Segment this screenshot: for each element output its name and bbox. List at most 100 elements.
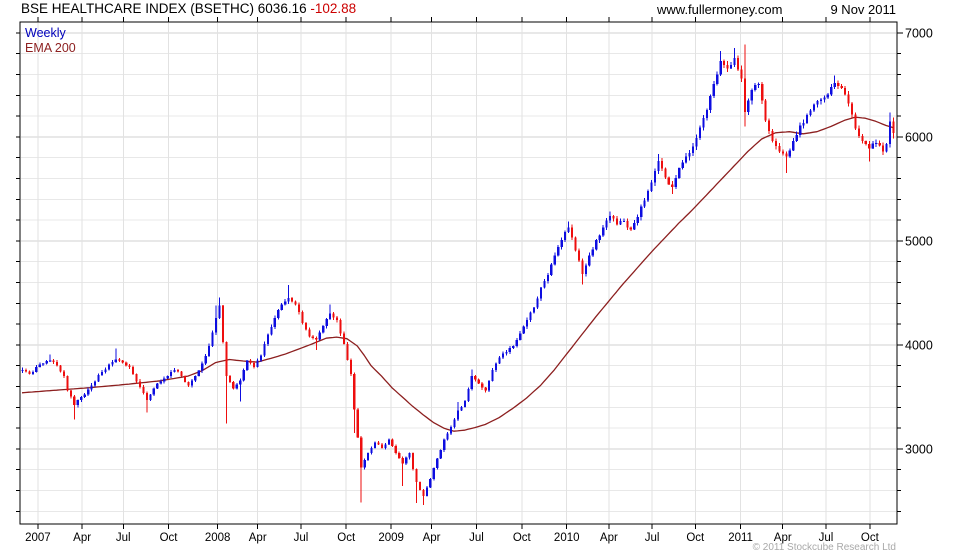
candle-body bbox=[384, 444, 387, 448]
candle-body bbox=[111, 361, 114, 365]
candle-body bbox=[498, 357, 501, 364]
candle-body bbox=[391, 439, 394, 447]
candle-body bbox=[208, 345, 211, 357]
candle-body bbox=[170, 371, 173, 377]
candle-body bbox=[121, 360, 124, 363]
candle-body bbox=[608, 215, 612, 221]
candle-body bbox=[28, 371, 31, 375]
candle-body bbox=[792, 141, 795, 151]
x-axis-label: Oct bbox=[686, 532, 705, 544]
candle-body bbox=[463, 401, 467, 408]
candle-body bbox=[619, 221, 622, 225]
candle-body bbox=[719, 60, 722, 75]
candle-body bbox=[429, 479, 432, 488]
candle-body bbox=[439, 450, 442, 459]
candle-body bbox=[564, 232, 567, 240]
candle-body bbox=[152, 388, 155, 395]
candle-body bbox=[294, 301, 297, 305]
candle-body bbox=[484, 387, 487, 391]
candle-body bbox=[284, 301, 287, 305]
candle-body bbox=[698, 127, 702, 139]
candle-body bbox=[411, 453, 415, 469]
candle-body bbox=[415, 468, 418, 483]
y-axis-label: 7000 bbox=[905, 26, 933, 40]
candle-body bbox=[723, 60, 726, 66]
ema-200-line bbox=[21, 116, 894, 432]
candle-body bbox=[847, 94, 850, 104]
candle-body bbox=[211, 332, 214, 346]
candle-body bbox=[225, 342, 228, 377]
candle-body bbox=[377, 442, 380, 445]
candle-body bbox=[266, 334, 270, 344]
candle-body bbox=[512, 345, 515, 349]
candle-body bbox=[69, 390, 72, 397]
candle-body bbox=[325, 318, 328, 327]
x-axis-label: Oct bbox=[160, 532, 179, 544]
chart-title: BSE HEALTHCARE INDEX (BSETHC) 6036.16 -1… bbox=[21, 1, 356, 16]
candle-body bbox=[287, 298, 290, 302]
candle-body bbox=[605, 220, 608, 228]
candle-body bbox=[100, 371, 104, 376]
candle-body bbox=[408, 453, 411, 458]
candle-body bbox=[301, 311, 304, 324]
candle-body bbox=[740, 69, 743, 79]
candle-body bbox=[505, 352, 508, 354]
candle-body bbox=[290, 298, 294, 302]
candle-body bbox=[560, 239, 563, 248]
candle-body bbox=[553, 255, 556, 265]
candle-body bbox=[743, 78, 746, 112]
x-axis-label: 2011 bbox=[728, 532, 753, 544]
candle-body bbox=[598, 235, 601, 240]
candle-body bbox=[183, 376, 187, 382]
candle-body bbox=[481, 383, 484, 388]
candle-body bbox=[55, 362, 59, 366]
candle-body bbox=[736, 57, 740, 70]
candle-body bbox=[591, 249, 594, 256]
candle-body bbox=[339, 319, 342, 334]
candle-body bbox=[218, 305, 221, 318]
candle-body bbox=[42, 363, 45, 365]
candle-body bbox=[228, 376, 231, 383]
candle-body bbox=[577, 250, 581, 261]
price-change: -102.88 bbox=[310, 1, 357, 16]
candle-body bbox=[270, 327, 273, 335]
candle-body bbox=[864, 141, 867, 145]
candle-body bbox=[173, 369, 176, 372]
candle-body bbox=[21, 369, 24, 372]
x-axis-label: Oct bbox=[861, 532, 880, 544]
candle-body bbox=[76, 400, 79, 406]
candle-body bbox=[488, 380, 491, 391]
candle-body bbox=[256, 360, 259, 367]
candle-body bbox=[640, 206, 643, 217]
candle-body bbox=[868, 144, 871, 149]
candle-body bbox=[360, 437, 363, 468]
candle-body bbox=[805, 115, 809, 123]
candle-body bbox=[667, 177, 670, 185]
candle-body bbox=[788, 150, 791, 157]
candle-body bbox=[799, 125, 802, 136]
candle-body bbox=[581, 260, 584, 275]
candle-body bbox=[349, 359, 352, 375]
candle-body bbox=[449, 427, 453, 434]
candle-body bbox=[636, 216, 639, 223]
y-axis-label: 6000 bbox=[905, 130, 933, 144]
candle-body bbox=[501, 353, 505, 358]
candle-body bbox=[190, 380, 193, 386]
x-axis-label: 2010 bbox=[554, 532, 580, 544]
candle-body bbox=[691, 146, 695, 154]
candle-body bbox=[643, 200, 646, 207]
legend-ema-label: EMA 200 bbox=[25, 41, 76, 55]
candle-body bbox=[678, 168, 681, 178]
candle-body bbox=[373, 442, 377, 448]
candle-body bbox=[612, 215, 615, 219]
candle-body bbox=[66, 376, 69, 391]
legend-series-label: Weekly bbox=[25, 26, 66, 40]
candle-body bbox=[519, 333, 522, 341]
candle-body bbox=[125, 362, 128, 366]
candle-body bbox=[809, 110, 812, 116]
candle-body bbox=[674, 177, 677, 187]
candle-body bbox=[242, 370, 245, 381]
candle-body bbox=[405, 457, 408, 464]
